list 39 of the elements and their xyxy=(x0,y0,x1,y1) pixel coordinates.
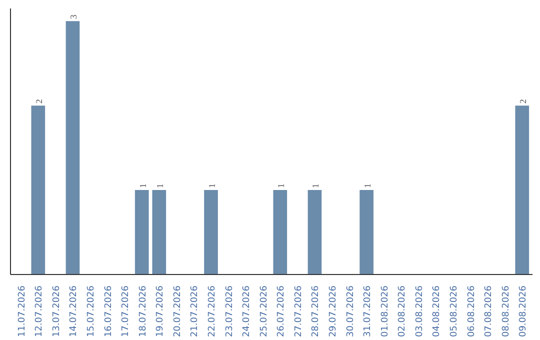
data-label: 2 xyxy=(518,99,528,104)
x-tick-label: 04.08.2026 xyxy=(432,285,442,338)
data-label: 1 xyxy=(310,184,321,188)
data-label: 1 xyxy=(207,184,218,188)
x-tick-label: 01.08.2026 xyxy=(380,285,390,338)
x-tick-label: 05.08.2026 xyxy=(449,285,460,338)
data-label: 2 xyxy=(34,99,44,104)
x-tick-label: 02.08.2026 xyxy=(398,285,408,338)
x-tick-label: 31.07.2026 xyxy=(363,285,374,338)
x-tick-label: 15.07.2026 xyxy=(86,285,97,338)
x-tick-label: 27.07.2026 xyxy=(294,285,304,338)
x-tick-label: 18.07.2026 xyxy=(138,285,148,338)
data-label: 1 xyxy=(138,184,148,188)
x-tick-label: 30.07.2026 xyxy=(346,285,356,338)
x-tick-label: 03.08.2026 xyxy=(414,285,425,338)
x-tick-label: 07.08.2026 xyxy=(484,285,494,338)
x-tick-label: 24.07.2026 xyxy=(242,285,252,338)
x-tick-label: 19.07.2026 xyxy=(156,285,166,338)
x-tick-label: 26.07.2026 xyxy=(276,285,287,338)
x-tick-label: 08.08.2026 xyxy=(501,285,512,338)
x-tick-label: 20.07.2026 xyxy=(172,285,183,338)
x-tick-label: 21.07.2026 xyxy=(190,285,200,338)
x-tick-label: 28.07.2026 xyxy=(311,285,322,338)
x-tick-label: 11.07.2026 xyxy=(17,285,28,338)
x-tick-label: 25.07.2026 xyxy=(259,285,270,338)
x-tick-label: 16.07.2026 xyxy=(104,285,114,338)
data-label: 3 xyxy=(68,14,79,20)
x-tick-label: 09.08.2026 xyxy=(518,285,529,338)
x-tick-label: 06.08.2026 xyxy=(466,285,477,338)
x-tick-label: 12.07.2026 xyxy=(34,285,45,338)
x-tick-label: 29.07.2026 xyxy=(328,285,338,338)
x-tick-label: 23.07.2026 xyxy=(224,285,235,338)
x-tick-label: 17.07.2026 xyxy=(121,285,132,338)
data-label: 1 xyxy=(362,184,373,188)
data-label: 1 xyxy=(276,184,286,188)
data-label: 1 xyxy=(155,184,166,188)
x-tick-label: 13.07.2026 xyxy=(52,285,62,338)
x-tick-label: 14.07.2026 xyxy=(69,285,80,338)
x-tick-label: 22.07.2026 xyxy=(208,285,218,338)
